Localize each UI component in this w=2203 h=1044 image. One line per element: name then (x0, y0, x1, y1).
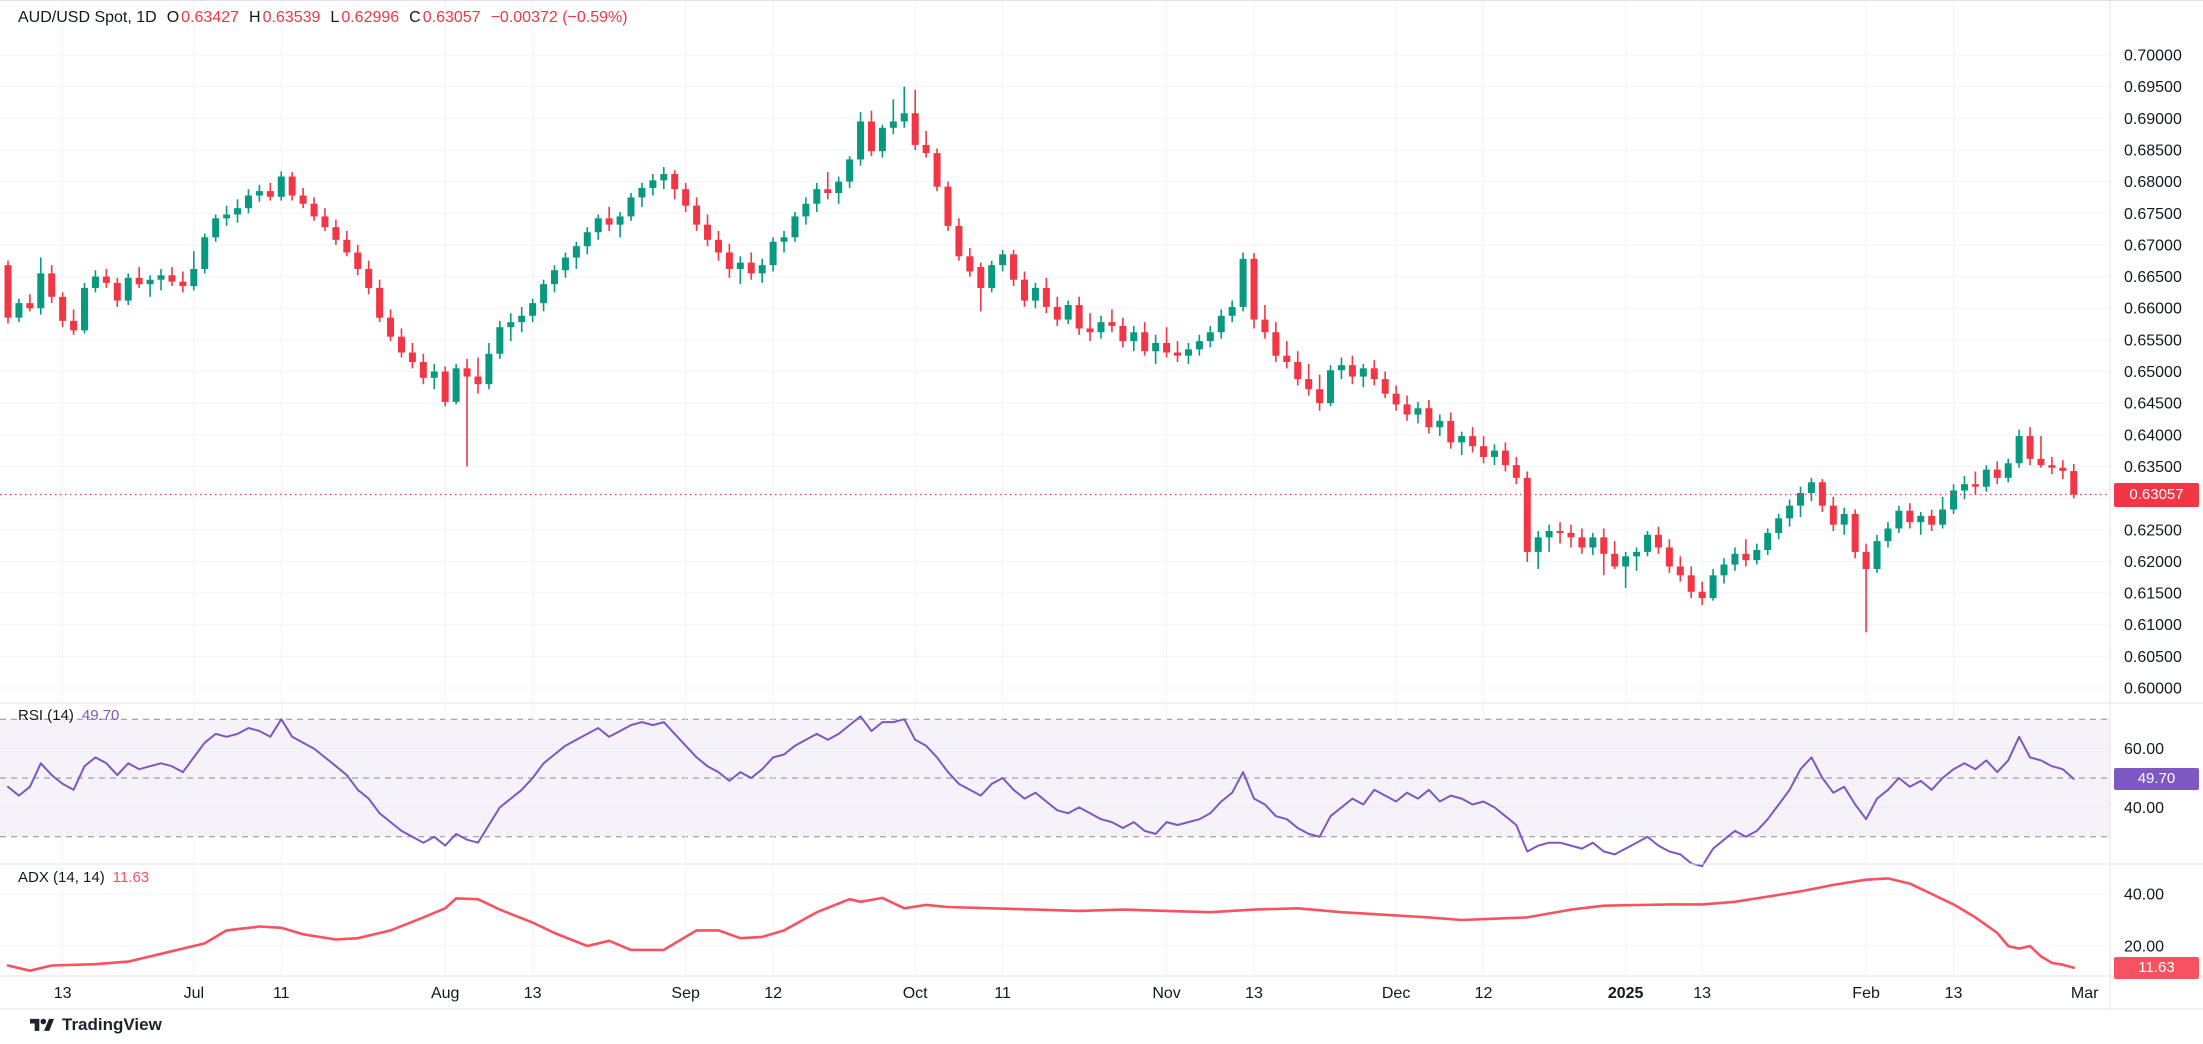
svg-text:13: 13 (1945, 985, 1963, 1002)
svg-text:13: 13 (54, 985, 72, 1002)
svg-text:Aug: Aug (431, 985, 459, 1002)
svg-text:11: 11 (994, 985, 1011, 1002)
symbol-title[interactable]: AUD/USD Spot, 1D (18, 9, 157, 26)
tradingview-logo-icon (30, 1016, 54, 1035)
low-value: 0.62996 (341, 9, 400, 26)
change-value: −0.00372 (−0.59%) (490, 9, 628, 26)
open-label: O (166, 9, 180, 26)
svg-text:0.62500: 0.62500 (2124, 522, 2182, 539)
svg-text:0.67000: 0.67000 (2124, 237, 2182, 254)
svg-text:40.00: 40.00 (2124, 800, 2164, 817)
adx-pane-legend[interactable]: ADX (14, 14) 11.63 (18, 869, 149, 886)
svg-text:0.61000: 0.61000 (2124, 617, 2182, 634)
svg-text:13: 13 (524, 985, 542, 1002)
svg-text:40.00: 40.00 (2124, 887, 2164, 904)
svg-text:11: 11 (273, 985, 290, 1002)
svg-text:60.00: 60.00 (2124, 741, 2164, 758)
svg-text:0.69500: 0.69500 (2124, 79, 2182, 96)
svg-text:Feb: Feb (1852, 985, 1880, 1002)
high-label: H (249, 9, 261, 26)
svg-text:Dec: Dec (1382, 985, 1410, 1002)
svg-text:0.60000: 0.60000 (2124, 681, 2182, 698)
svg-text:0.70000: 0.70000 (2124, 48, 2182, 65)
svg-text:12: 12 (764, 985, 782, 1002)
svg-text:0.69000: 0.69000 (2124, 111, 2182, 128)
high-value: 0.63539 (262, 9, 321, 26)
svg-text:12: 12 (1475, 985, 1493, 1002)
symbol-legend: AUD/USD Spot, 1D O 0.63427 H 0.63539 L 0.62… (18, 9, 628, 27)
svg-text:Nov: Nov (1152, 985, 1180, 1002)
svg-text:2025: 2025 (1608, 985, 1644, 1002)
rsi-indicator-value: 49.70 (81, 707, 120, 724)
svg-text:0.64000: 0.64000 (2124, 427, 2182, 444)
low-label: L (330, 9, 340, 26)
svg-text:0.66500: 0.66500 (2124, 269, 2182, 286)
svg-text:20.00: 20.00 (2124, 939, 2164, 956)
svg-text:0.61500: 0.61500 (2124, 586, 2182, 603)
svg-text:0.68500: 0.68500 (2124, 142, 2182, 159)
last-price-badge: 0.63057 (2114, 483, 2199, 507)
svg-text:13: 13 (1693, 985, 1711, 1002)
svg-text:0.64500: 0.64500 (2124, 396, 2182, 413)
adx-indicator-label: ADX (14, 14) (18, 869, 105, 886)
rsi-pane-legend[interactable]: RSI (14) 49.70 (18, 707, 119, 724)
rsi-value-badge: 49.70 (2114, 768, 2199, 790)
svg-text:0.62000: 0.62000 (2124, 554, 2182, 571)
svg-text:Mar: Mar (2071, 985, 2099, 1002)
adx-indicator-value: 11.63 (112, 869, 150, 886)
svg-text:0.60500: 0.60500 (2124, 649, 2182, 666)
svg-text:0.68000: 0.68000 (2124, 174, 2182, 191)
close-value: 0.63057 (422, 9, 481, 26)
svg-text:0.63500: 0.63500 (2124, 459, 2182, 476)
tradingview-logo-text: TradingView (62, 1015, 162, 1034)
open-value: 0.63427 (181, 9, 240, 26)
svg-text:0.65000: 0.65000 (2124, 364, 2182, 381)
svg-text:0.66000: 0.66000 (2124, 301, 2182, 318)
svg-text:13: 13 (1245, 985, 1263, 1002)
svg-text:Sep: Sep (671, 985, 700, 1002)
svg-text:0.67500: 0.67500 (2124, 206, 2182, 223)
rsi-indicator-label: RSI (14) (18, 707, 74, 724)
close-label: C (409, 9, 421, 26)
adx-value-badge: 11.63 (2114, 957, 2199, 979)
svg-text:0.65500: 0.65500 (2124, 332, 2182, 349)
svg-text:Oct: Oct (903, 985, 928, 1002)
svg-text:Jul: Jul (184, 985, 204, 1002)
tradingview-logo[interactable]: TradingView (30, 1015, 162, 1035)
